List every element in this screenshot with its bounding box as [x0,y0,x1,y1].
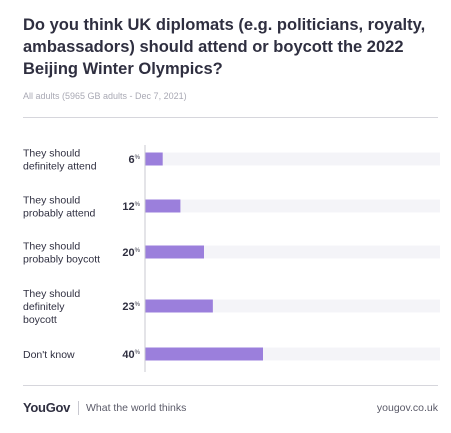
data-label: 6% [129,154,141,166]
bar-track [145,199,440,213]
bar [145,199,181,213]
bar-track [145,152,440,166]
data-label: 23% [122,301,140,313]
top-divider [23,117,438,118]
bar-track [145,299,440,313]
category-label: Don't know [23,349,75,361]
footer: YouGov What the world thinks yougov.co.u… [23,399,438,419]
footer-tagline: What the world thinks [86,402,187,414]
yougov-logo[interactable]: YouGov [23,400,71,415]
data-label: 20% [122,247,140,259]
chart-subtitle: All adults (5965 GB adults - Dec 7, 2021… [23,91,187,101]
bar-track [145,245,440,259]
category-label: They should probably boycott [23,241,100,266]
bar [145,299,213,313]
footer-site-link[interactable]: yougov.co.uk [376,402,438,414]
bar [145,245,204,259]
data-label: 12% [122,201,140,213]
category-label: They should definitely boycott [23,288,80,326]
bar [145,152,163,166]
category-label: They should definitely attend [23,148,97,173]
bottom-divider [23,385,438,386]
chart-title: Do you think UK diplomats (e.g. politici… [23,16,426,78]
category-label: They should probably attend [23,195,96,220]
bar [145,347,263,361]
data-label: 40% [122,349,140,361]
footer-separator [78,401,79,415]
